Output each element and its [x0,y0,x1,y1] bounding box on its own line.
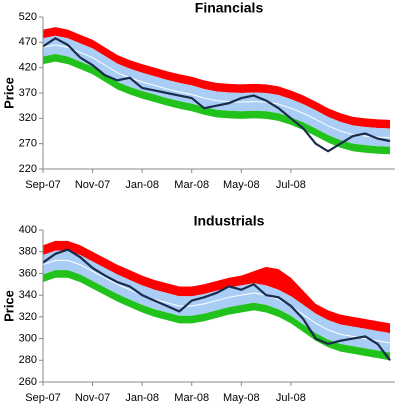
y-tick-label: 300 [19,332,37,344]
x-tick-label: May-08 [223,392,260,404]
band-area [43,240,391,334]
x-tick-label: Mar-08 [174,179,209,191]
y-axis-label: Price [1,290,16,322]
mean-line [42,44,391,139]
y-tick-label: 370 [19,87,37,99]
y-tick-label: 320 [19,112,37,124]
y-tick-label: 320 [19,311,37,323]
y-tick-label: 220 [19,163,37,175]
x-tick-label: Sep-07 [25,392,60,404]
band-area [43,27,391,129]
x-tick-label: Sep-07 [25,179,60,191]
x-tick-label: Jan-08 [125,179,159,191]
band-area [43,250,391,353]
y-tick-label: 340 [19,289,37,301]
x-tick-label: Jul-08 [276,392,306,404]
x-tick-label: Nov-07 [75,179,110,191]
y-tick-label: 270 [19,138,37,150]
y-tick-label: 400 [19,224,37,236]
y-tick-label: 260 [19,376,37,388]
y-tick-label: 280 [19,354,37,366]
x-tick-label: Jul-08 [276,179,306,191]
y-tick-label: 360 [19,267,37,279]
band-area [43,35,391,147]
y-axis-label: Price [1,77,16,109]
chart-title: Industrials [194,213,265,229]
x-tick-label: Nov-07 [75,392,110,404]
y-tick-label: 470 [19,36,37,48]
band-area [43,270,391,361]
y-tick-label: 420 [19,62,37,74]
x-tick-label: Jan-08 [125,392,159,404]
x-tick-label: Mar-08 [174,392,209,404]
price-line [42,37,391,153]
y-tick-label: 520 [19,11,37,23]
x-tick-label: May-08 [223,179,260,191]
price-line [42,248,391,361]
chart-title: Financials [195,0,264,16]
mean-line [42,259,391,344]
y-tick-label: 380 [19,246,37,258]
